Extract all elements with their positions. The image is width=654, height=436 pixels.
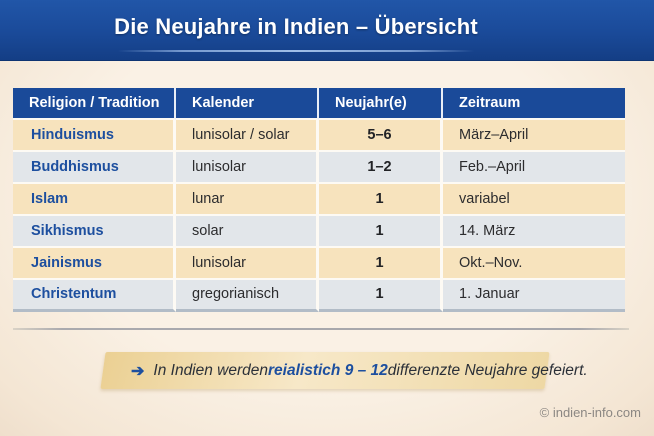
cell-neujahre: 5–6 bbox=[319, 120, 443, 152]
cell-zeitraum: 14. März bbox=[443, 216, 625, 248]
cell-religion: Jainismus bbox=[13, 248, 176, 280]
cell-kalender: lunisolar bbox=[176, 248, 319, 280]
title-underline bbox=[118, 50, 474, 52]
cell-religion: Christentum bbox=[13, 280, 176, 312]
page-title: Die Neujahre in Indien – Übersicht bbox=[114, 14, 478, 39]
cell-kalender: gregorianisch bbox=[176, 280, 319, 312]
table-row-buddhismus: Buddhismus lunisolar 1–2 Feb.–April bbox=[13, 152, 625, 184]
note-prefix: In Indien werden bbox=[153, 361, 269, 379]
table-row-hinduismus: Hinduismus lunisolar / solar 5–6 März–Ap… bbox=[13, 120, 625, 152]
table-row-islam: Islam lunar 1 variabel bbox=[13, 184, 625, 216]
cell-religion: Buddhismus bbox=[13, 152, 176, 184]
cell-zeitraum: 1. Januar bbox=[443, 280, 625, 312]
cell-neujahre: 1 bbox=[319, 248, 443, 280]
cell-kalender: lunisolar / solar bbox=[176, 120, 319, 152]
note-box: ➔ In Indien werden reialistich 9 – 12 di… bbox=[100, 352, 588, 389]
copyright-credit: © indien-info.com bbox=[539, 405, 641, 420]
note-highlight: reialistich 9 – 12 bbox=[268, 361, 388, 379]
cell-neujahre: 1 bbox=[319, 216, 443, 248]
new-years-table: Religion / Tradition Kalender Neujahr(e)… bbox=[13, 88, 625, 312]
arrow-right-icon: ➔ bbox=[131, 362, 145, 380]
table-row-christentum: Christentum gregorianisch 1 1. Januar bbox=[13, 280, 625, 312]
cell-neujahre: 1 bbox=[319, 280, 443, 312]
table-header-row: Religion / Tradition Kalender Neujahr(e)… bbox=[13, 88, 625, 120]
note-suffix: differenzte Neujahre gefeiert. bbox=[387, 361, 588, 379]
cell-religion: Sikhismus bbox=[13, 216, 176, 248]
cell-zeitraum: Okt.–Nov. bbox=[443, 248, 625, 280]
cell-kalender: lunar bbox=[176, 184, 319, 216]
cell-kalender: lunisolar bbox=[176, 152, 319, 184]
cell-neujahre: 1–2 bbox=[319, 152, 443, 184]
title-bar: Die Neujahre in Indien – Übersicht bbox=[0, 0, 654, 61]
cell-religion: Hinduismus bbox=[13, 120, 176, 152]
cell-zeitraum: variabel bbox=[443, 184, 625, 216]
column-header-neujahre: Neujahr(e) bbox=[319, 88, 443, 120]
table-row-sikhismus: Sikhismus solar 1 14. März bbox=[13, 216, 625, 248]
divider-line bbox=[13, 328, 629, 330]
cell-kalender: solar bbox=[176, 216, 319, 248]
cell-zeitraum: Feb.–April bbox=[443, 152, 625, 184]
column-header-zeitraum: Zeitraum bbox=[443, 88, 625, 120]
cell-zeitraum: März–April bbox=[443, 120, 625, 152]
table-row-jainismus: Jainismus lunisolar 1 Okt.–Nov. bbox=[13, 248, 625, 280]
column-header-kalender: Kalender bbox=[176, 88, 319, 120]
note-text: ➔ In Indien werden reialistich 9 – 12 di… bbox=[103, 352, 588, 389]
column-header-religion: Religion / Tradition bbox=[13, 88, 176, 120]
cell-neujahre: 1 bbox=[319, 184, 443, 216]
cell-religion: Islam bbox=[13, 184, 176, 216]
